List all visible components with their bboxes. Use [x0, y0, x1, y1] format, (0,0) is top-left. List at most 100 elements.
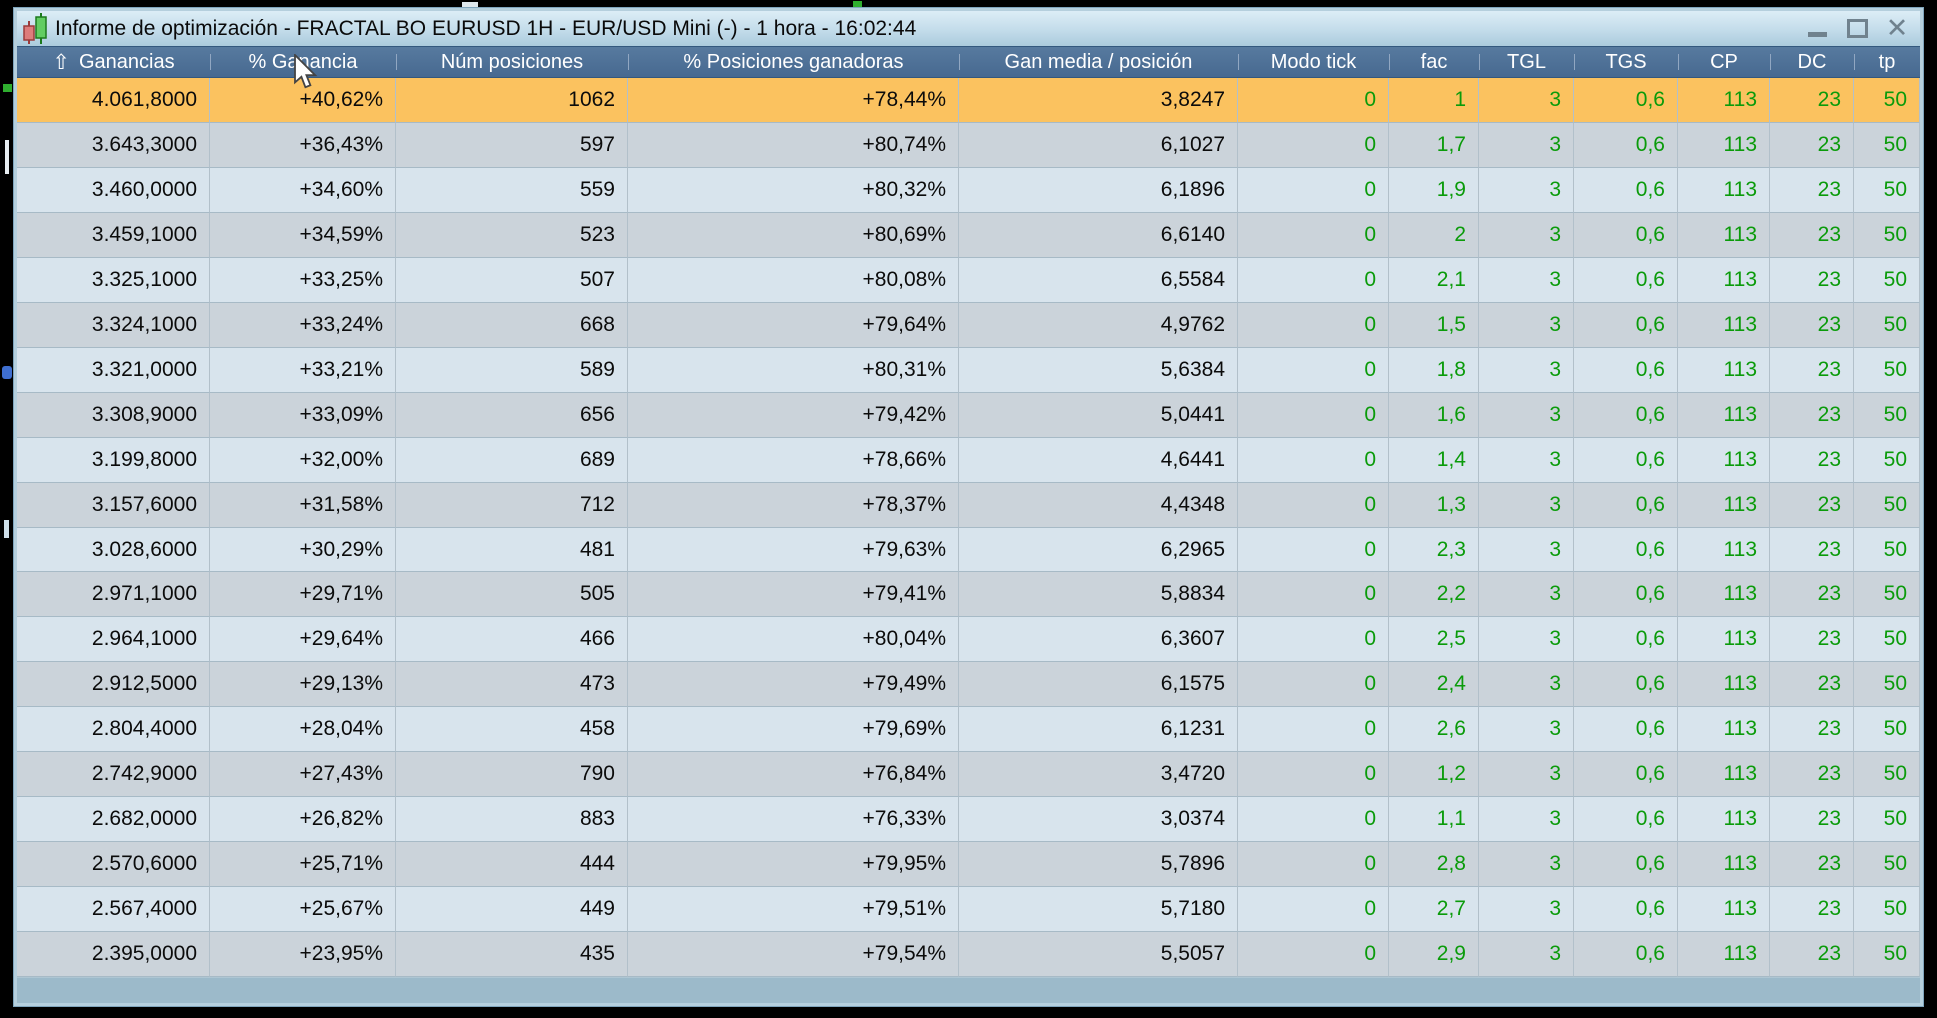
- cell-gan_media_posicion: 5,8834: [959, 572, 1238, 618]
- table-row[interactable]: 3.460,0000 +34,60% 559 +80,32% 6,1896 0 1,9 3 0,…: [17, 167, 1920, 213]
- cell-modo_tick: 0: [1238, 122, 1389, 168]
- cell-tgs: 0,6: [1574, 887, 1678, 933]
- cell-fac: 2,8: [1389, 842, 1479, 888]
- cell-dc: 23: [1770, 437, 1854, 483]
- table-row[interactable]: 2.964,1000 +29,64% 466 +80,04% 6,3607 0 2,5 3 0,…: [17, 617, 1920, 663]
- column-header-fac[interactable]: fac: [1389, 47, 1479, 77]
- cell-fac: 2,9: [1389, 932, 1479, 978]
- table-row[interactable]: 3.199,8000 +32,00% 689 +78,66% 4,6441 0 1,4 3 0,…: [17, 437, 1920, 483]
- close-icon: ✕: [1885, 13, 1909, 43]
- table-row[interactable]: 3.321,0000 +33,21% 589 +80,31% 5,6384 0 1,8 3 0,…: [17, 347, 1920, 393]
- table-row[interactable]: 3.325,1000 +33,25% 507 +80,08% 6,5584 0 2,1 3 0,…: [17, 257, 1920, 303]
- cell-fac: 2,6: [1389, 707, 1479, 753]
- cell-cp: 113: [1678, 437, 1770, 483]
- column-header-cp[interactable]: CP: [1678, 47, 1770, 77]
- table-row[interactable]: 2.742,9000 +27,43% 790 +76,84% 3,4720 0 1,2 3 0,…: [17, 752, 1920, 798]
- cell-pct_posiciones_ganadoras: +80,04%: [628, 617, 959, 663]
- table-row[interactable]: 3.157,6000 +31,58% 712 +78,37% 4,4348 0 1,3 3 0,…: [17, 482, 1920, 528]
- cell-pct_ganancia: +30,29%: [210, 527, 396, 573]
- column-header-pct-posiciones-ganadoras[interactable]: % Posiciones ganadoras: [628, 47, 959, 77]
- column-header-tp[interactable]: tp: [1854, 47, 1920, 77]
- table-row[interactable]: 2.682,0000 +26,82% 883 +76,33% 3,0374 0 1,1 3 0,…: [17, 797, 1920, 843]
- cell-gan_media_posicion: 6,5584: [959, 257, 1238, 303]
- table-row[interactable]: 2.567,4000 +25,67% 449 +79,51% 5,7180 0 2,7 3 0,…: [17, 887, 1920, 933]
- cell-cp: 113: [1678, 662, 1770, 708]
- table-row[interactable]: 2.971,1000 +29,71% 505 +79,41% 5,8834 0 2,2 3 0,…: [17, 572, 1920, 618]
- cell-fac: 2,5: [1389, 617, 1479, 663]
- cell-gan_media_posicion: 6,3607: [959, 617, 1238, 663]
- cell-modo_tick: 0: [1238, 347, 1389, 393]
- table-row[interactable]: 3.308,9000 +33,09% 656 +79,42% 5,0441 0 1,6 3 0,…: [17, 392, 1920, 438]
- table-row[interactable]: 2.570,6000 +25,71% 444 +79,95% 5,7896 0 2,8 3 0,…: [17, 842, 1920, 888]
- cell-tgl: 3: [1479, 527, 1574, 573]
- cell-tgl: 3: [1479, 78, 1574, 123]
- table-row[interactable]: 2.912,5000 +29,13% 473 +79,49% 6,1575 0 2,4 3 0,…: [17, 662, 1920, 708]
- cell-tp: 50: [1854, 78, 1920, 123]
- maximize-icon: [1846, 19, 1868, 38]
- table-row[interactable]: 3.028,6000 +30,29% 481 +79,63% 6,2965 0 2,3 3 0,…: [17, 527, 1920, 573]
- column-header-num-posiciones[interactable]: Núm posiciones: [396, 47, 628, 77]
- cell-ganancias: 3.199,8000: [17, 437, 210, 483]
- cell-fac: 2,3: [1389, 527, 1479, 573]
- cell-tp: 50: [1854, 482, 1920, 528]
- cell-cp: 113: [1678, 482, 1770, 528]
- cell-cp: 113: [1678, 527, 1770, 573]
- cell-cp: 113: [1678, 932, 1770, 978]
- cell-tgs: 0,6: [1574, 752, 1678, 798]
- cell-tp: 50: [1854, 752, 1920, 798]
- table-row[interactable]: 2.395,0000 +23,95% 435 +79,54% 5,5057 0 2,9 3 0,…: [17, 932, 1920, 978]
- table-row[interactable]: 3.643,3000 +36,43% 597 +80,74% 6,1027 0 1,7 3 0,…: [17, 122, 1920, 168]
- optimization-report-window: Informe de optimización - FRACTAL BO EUR…: [13, 7, 1924, 1007]
- column-header-dc[interactable]: DC: [1770, 47, 1854, 77]
- cell-tgl: 3: [1479, 797, 1574, 843]
- table-row[interactable]: 2.804,4000 +28,04% 458 +79,69% 6,1231 0 2,6 3 0,…: [17, 707, 1920, 753]
- cell-num_posiciones: 656: [396, 392, 628, 438]
- cell-tgl: 3: [1479, 392, 1574, 438]
- cell-tgl: 3: [1479, 617, 1574, 663]
- cell-pct_posiciones_ganadoras: +79,64%: [628, 302, 959, 348]
- column-header-ganancias[interactable]: ⇧ Ganancias: [17, 47, 210, 77]
- cell-modo_tick: 0: [1238, 392, 1389, 438]
- column-header-gan-media-posicion[interactable]: Gan media / posición: [959, 47, 1238, 77]
- cell-modo_tick: 0: [1238, 482, 1389, 528]
- cell-tgl: 3: [1479, 437, 1574, 483]
- table-row-selected[interactable]: 4.061,8000 +40,62% 1062 +78,44% 3,8247 0 1 3 0,6…: [17, 78, 1920, 123]
- cell-tgl: 3: [1479, 707, 1574, 753]
- cell-tp: 50: [1854, 347, 1920, 393]
- table-row[interactable]: 3.324,1000 +33,24% 668 +79,64% 4,9762 0 1,5 3 0,…: [17, 302, 1920, 348]
- cell-pct_posiciones_ganadoras: +78,44%: [628, 78, 959, 123]
- cell-tgs: 0,6: [1574, 302, 1678, 348]
- cell-cp: 113: [1678, 707, 1770, 753]
- cell-dc: 23: [1770, 752, 1854, 798]
- column-header-tgl[interactable]: TGL: [1479, 47, 1574, 77]
- cell-pct_posiciones_ganadoras: +78,66%: [628, 437, 959, 483]
- cell-tp: 50: [1854, 392, 1920, 438]
- cell-dc: 23: [1770, 212, 1854, 258]
- cell-tgs: 0,6: [1574, 842, 1678, 888]
- cell-gan_media_posicion: 6,1231: [959, 707, 1238, 753]
- cell-fac: 1,1: [1389, 797, 1479, 843]
- cell-num_posiciones: 481: [396, 527, 628, 573]
- cell-tp: 50: [1854, 167, 1920, 213]
- sort-ascending-icon: ⇧: [52, 50, 70, 74]
- cell-pct_ganancia: +29,71%: [210, 572, 396, 618]
- cell-num_posiciones: 689: [396, 437, 628, 483]
- close-button[interactable]: ✕: [1884, 13, 1910, 43]
- title-bar[interactable]: Informe de optimización - FRACTAL BO EUR…: [17, 11, 1920, 46]
- column-header-tgs[interactable]: TGS: [1574, 47, 1678, 77]
- column-header-modo-tick[interactable]: Modo tick: [1238, 47, 1389, 77]
- cell-ganancias: 2.682,0000: [17, 797, 210, 843]
- column-label: TGS: [1605, 50, 1647, 73]
- background-fragment-blue: [2, 366, 12, 379]
- cell-ganancias: 3.308,9000: [17, 392, 210, 438]
- table-row[interactable]: 3.459,1000 +34,59% 523 +80,69% 6,6140 0 2 3 0,6 1…: [17, 212, 1920, 258]
- cell-gan_media_posicion: 3,8247: [959, 78, 1238, 123]
- cell-modo_tick: 0: [1238, 78, 1389, 123]
- column-header-pct-ganancia[interactable]: % Ganancia: [210, 47, 396, 77]
- maximize-button[interactable]: [1844, 16, 1870, 42]
- minimize-button[interactable]: [1804, 16, 1830, 42]
- status-bar: [17, 977, 1920, 1003]
- cell-pct_ganancia: +25,67%: [210, 887, 396, 933]
- cell-fac: 2,2: [1389, 572, 1479, 618]
- cell-tp: 50: [1854, 257, 1920, 303]
